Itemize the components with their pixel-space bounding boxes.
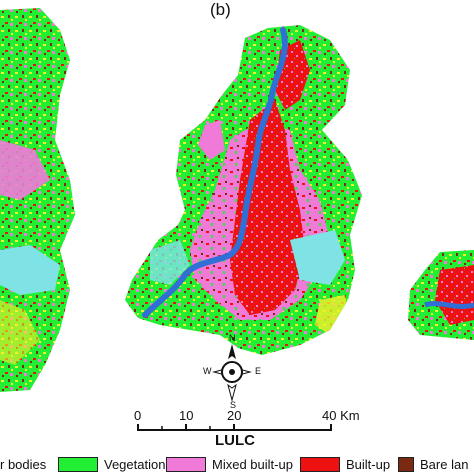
scale-tick-label: 40 Km (322, 408, 360, 423)
legend-swatch (300, 457, 340, 472)
map-left-partial (0, 8, 75, 392)
map-right-partial (408, 250, 474, 340)
legend-swatch (58, 457, 98, 472)
legend-swatch (398, 457, 414, 472)
compass-w-label: W (203, 366, 212, 376)
map-center-b (125, 25, 362, 355)
legend-label: Built-up (346, 457, 391, 472)
compass-n-label: N (229, 333, 236, 343)
north-arrow (212, 344, 252, 402)
legend-item-mixed-built-up: Mixed built-up (166, 455, 293, 474)
legend-item-built-up: Built-up (300, 455, 390, 474)
legend-item-water-bodies: r bodies (0, 455, 46, 474)
legend-label: r bodies (0, 457, 47, 472)
legend-label: Vegetation (104, 457, 166, 472)
scale-tick-label: 10 (179, 408, 194, 423)
legend-title: LULC (215, 432, 255, 449)
legend: r bodies Vegetation Mixed built-up Built… (0, 455, 474, 474)
river (142, 27, 288, 318)
compass-e-label: E (255, 366, 262, 376)
scale-bar (137, 424, 332, 431)
legend-label: Mixed built-up (212, 457, 293, 472)
panel-label: (b) (210, 0, 231, 19)
legend-item-bare-land: Bare lan (398, 455, 468, 474)
compass-s-label: S (230, 400, 237, 410)
scale-tick-label: 20 (227, 408, 242, 423)
legend-swatch (166, 457, 206, 472)
scale-tick-label: 0 (134, 408, 142, 423)
legend-label: Bare lan (420, 457, 469, 472)
legend-item-vegetation: Vegetation (58, 455, 165, 474)
